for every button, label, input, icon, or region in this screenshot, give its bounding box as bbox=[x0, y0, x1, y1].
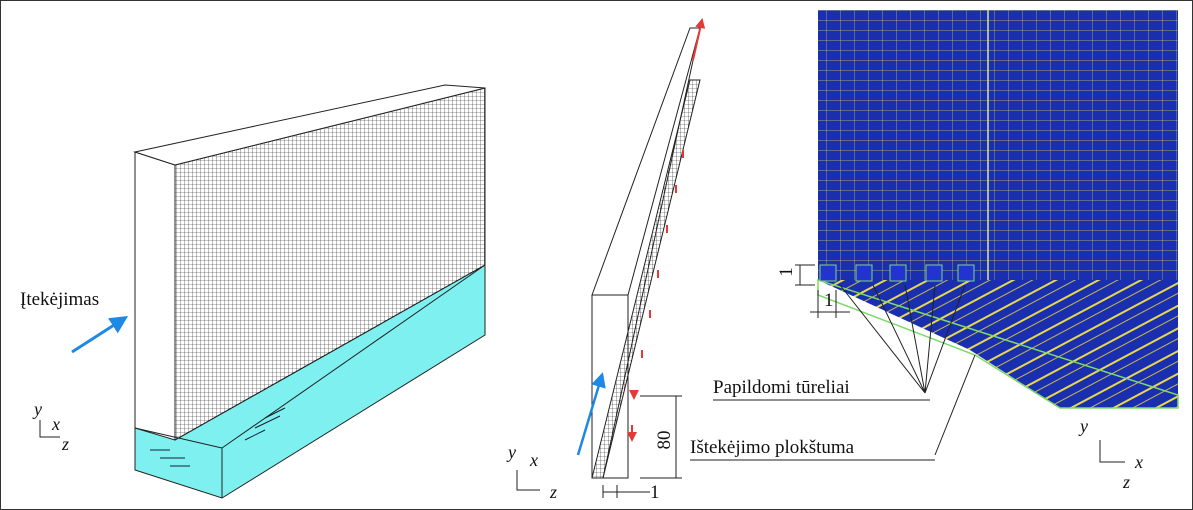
inflow-label: Įtekėjimas bbox=[20, 289, 99, 310]
cell-width-dim: 1 bbox=[824, 290, 834, 311]
axis-y: y bbox=[1078, 416, 1088, 436]
figure: Įtekėjimas y x z 80 1 y x z 1 1 bbox=[0, 0, 1193, 510]
left-panel: Įtekėjimas y x z bbox=[20, 85, 485, 498]
axis-y: y bbox=[32, 399, 42, 419]
axis-x: x bbox=[51, 414, 60, 434]
outlet-label: Ištekėjimo plokštuma bbox=[690, 437, 855, 458]
right-panel: 1 1 Papildomi tūreliai Ištekėjimo plokšt… bbox=[690, 10, 1178, 492]
width-dim: 1 bbox=[650, 482, 660, 503]
height-dim: 80 bbox=[654, 431, 675, 450]
axis-z: z bbox=[61, 434, 69, 454]
cell-height-dim: 1 bbox=[776, 267, 797, 277]
cells-label: Papildomi tūreliai bbox=[713, 377, 850, 398]
axis-x: x bbox=[529, 450, 538, 470]
axis-x: x bbox=[1134, 452, 1143, 472]
axis-z: z bbox=[1122, 472, 1130, 492]
middle-panel: 80 1 y x z bbox=[506, 20, 702, 503]
axis-y: y bbox=[506, 442, 516, 462]
axis-z: z bbox=[549, 482, 557, 502]
